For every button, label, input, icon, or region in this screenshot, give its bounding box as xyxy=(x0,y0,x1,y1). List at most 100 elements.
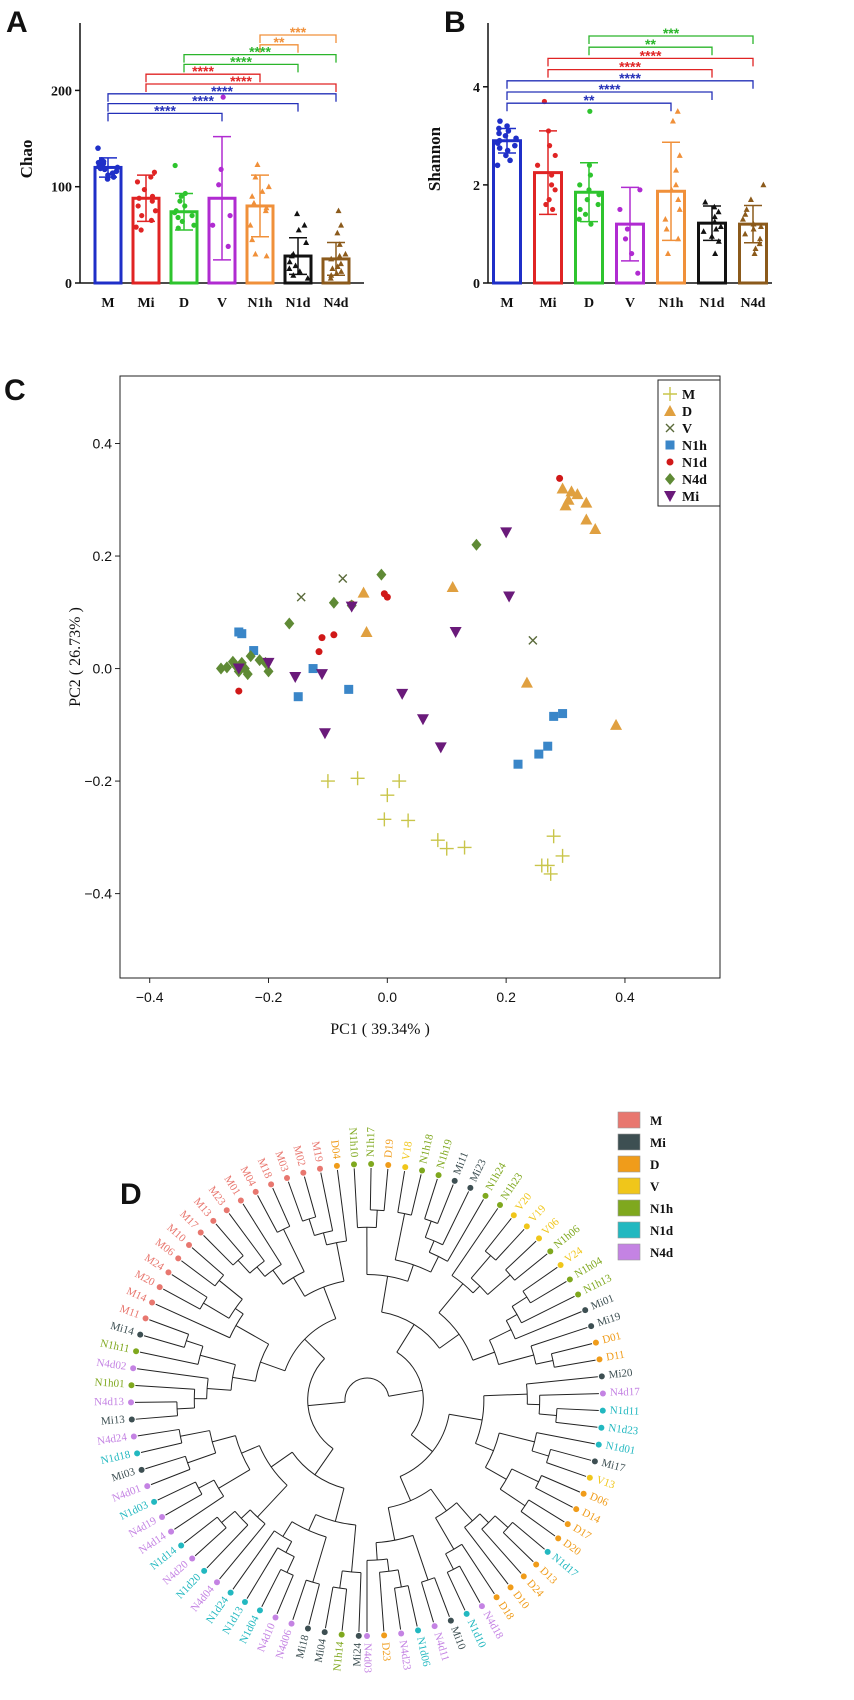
dendrogram-legend-label-n1d: N1d xyxy=(650,1223,674,1238)
pca-point-n1h xyxy=(543,741,553,751)
a-point-M xyxy=(105,172,111,178)
dendrogram-leaf-label: Mi17 xyxy=(600,1457,627,1475)
pca-point-n1h xyxy=(344,684,354,694)
dendrogram-branch xyxy=(447,1199,484,1262)
a-point-N1d xyxy=(290,272,297,278)
dendrogram-leaf-label: N1d18 xyxy=(100,1449,132,1468)
dendrogram-leaf-dot xyxy=(210,1217,217,1224)
dendrogram-branch xyxy=(304,1338,325,1359)
dendrogram-leaf-label: N1h19 xyxy=(435,1137,456,1170)
dendrogram-branch xyxy=(304,1280,345,1297)
dendrogram-branch xyxy=(505,1240,537,1271)
b-significance-bracket xyxy=(547,68,713,78)
a-point-N1h xyxy=(254,161,261,167)
dendrogram-leaf-dot xyxy=(128,1399,135,1406)
dendrogram-branch xyxy=(412,1535,429,1581)
b-point-N1d xyxy=(711,218,718,225)
pca-x-tick-label: 0.2 xyxy=(496,989,516,1005)
dendrogram-legend-label-n4d: N4d xyxy=(650,1245,674,1260)
dendrogram-legend-label-mi: Mi xyxy=(650,1135,666,1150)
b-bar-M xyxy=(492,139,522,285)
a-point-N4d xyxy=(336,252,343,259)
dendrogram-branch xyxy=(536,1432,595,1445)
b-point-D xyxy=(577,182,583,188)
dendrogram-leaf-dot xyxy=(350,1161,357,1168)
dendrogram-leaf-dot xyxy=(463,1610,470,1617)
a-y-tick-label: 0 xyxy=(65,277,72,292)
dendrogram-branch xyxy=(139,1351,199,1365)
pca-point-n4d xyxy=(221,661,232,674)
dendrogram-legend-label-d: D xyxy=(650,1157,659,1172)
dendrogram-leaf-dot xyxy=(256,1607,263,1614)
dendrogram-leaf-dot xyxy=(598,1424,605,1431)
dendrogram-leaf-dot xyxy=(130,1365,137,1372)
a-significance-bracket xyxy=(107,112,223,122)
pca-point-n1d xyxy=(383,593,391,601)
dendrogram-branch xyxy=(140,1442,182,1453)
dendrogram-leaf-label: N1h01 xyxy=(94,1376,125,1390)
pca-point-n4d xyxy=(471,538,482,551)
b-point-N1h xyxy=(663,225,670,232)
dendrogram-leaf-dot xyxy=(189,1555,196,1562)
dendrogram-branch xyxy=(425,1236,443,1246)
dendrogram-branch xyxy=(539,1393,599,1396)
a-point-Mi xyxy=(135,203,141,209)
dendrogram-branch xyxy=(526,1376,598,1385)
a-point-N4d xyxy=(336,241,343,247)
dendrogram-branch xyxy=(531,1450,549,1457)
pca-point-n1h xyxy=(249,646,259,656)
dendrogram-branch xyxy=(379,1572,385,1632)
dendrogram-branch xyxy=(514,1253,548,1281)
dendrogram-leaf-dot xyxy=(138,1466,145,1473)
a-significance-bracket xyxy=(259,34,337,43)
dendrogram-branch xyxy=(522,1290,531,1304)
dendrogram-leaf-label: Mi20 xyxy=(608,1367,633,1381)
dendrogram-leaf-dot xyxy=(599,1407,606,1414)
pca-point-mi xyxy=(449,626,462,638)
dendrogram-leaf-label: M20 xyxy=(133,1268,157,1289)
dendrogram-branch xyxy=(174,1495,224,1530)
dendrogram-leaf-label: Mi01 xyxy=(589,1292,616,1312)
b-point-D xyxy=(595,201,601,208)
dendrogram-branch xyxy=(520,1511,556,1537)
pca-x-tick-label: 0.0 xyxy=(378,989,398,1005)
dendrogram-branch xyxy=(505,1320,516,1340)
dendrogram-leaf-label: N1h18 xyxy=(417,1133,436,1165)
pca-point-m xyxy=(457,840,472,855)
dendrogram-leaf-dot xyxy=(566,1276,573,1283)
dendrogram-branch xyxy=(332,1586,347,1590)
pca-point-mi xyxy=(232,663,245,675)
b-point-D xyxy=(586,162,593,168)
a-point-N1d xyxy=(296,268,303,274)
dendrogram-branch xyxy=(494,1515,509,1528)
b-point-Mi xyxy=(546,197,552,203)
b-point-N1h xyxy=(662,216,669,222)
dendrogram-branch xyxy=(410,1174,422,1216)
dendrogram-branch xyxy=(445,1553,454,1570)
dendrogram-leaf-dot xyxy=(284,1174,291,1181)
pca-point-n1h xyxy=(293,692,303,702)
dendrogram-branch xyxy=(475,1442,494,1452)
dendrogram-leaf-label: Mi10 xyxy=(448,1625,468,1652)
b-point-N1d xyxy=(711,203,718,210)
dendrogram-branch xyxy=(178,1429,183,1444)
a-point-V xyxy=(216,182,222,188)
dendrogram-leaf-label: D13 xyxy=(537,1565,559,1587)
dendrogram-leaf-label: D10 xyxy=(510,1589,531,1612)
dendrogram-leaf-dot xyxy=(288,1620,295,1627)
dendrogram-branch xyxy=(260,1361,286,1372)
dendrogram-leaf-dot xyxy=(159,1514,166,1521)
dendrogram-branch xyxy=(195,1481,203,1495)
dendrogram-leaf-label: M19 xyxy=(309,1140,325,1163)
dendrogram-leaf-dot xyxy=(507,1584,514,1591)
dendrogram-branch xyxy=(199,1296,208,1310)
dendrogram-leaf-dot xyxy=(137,1331,144,1338)
a-x-tick-label: D xyxy=(179,296,189,311)
dendrogram-branch xyxy=(312,1536,327,1583)
dendrogram-leaf-dot xyxy=(368,1161,375,1168)
dendrogram-branch xyxy=(274,1530,292,1542)
dendrogram-branch xyxy=(209,1430,217,1454)
dendrogram-leaf-dot xyxy=(523,1223,530,1230)
dendrogram-branch xyxy=(428,1240,435,1253)
panel-c-letter: C xyxy=(4,374,26,407)
